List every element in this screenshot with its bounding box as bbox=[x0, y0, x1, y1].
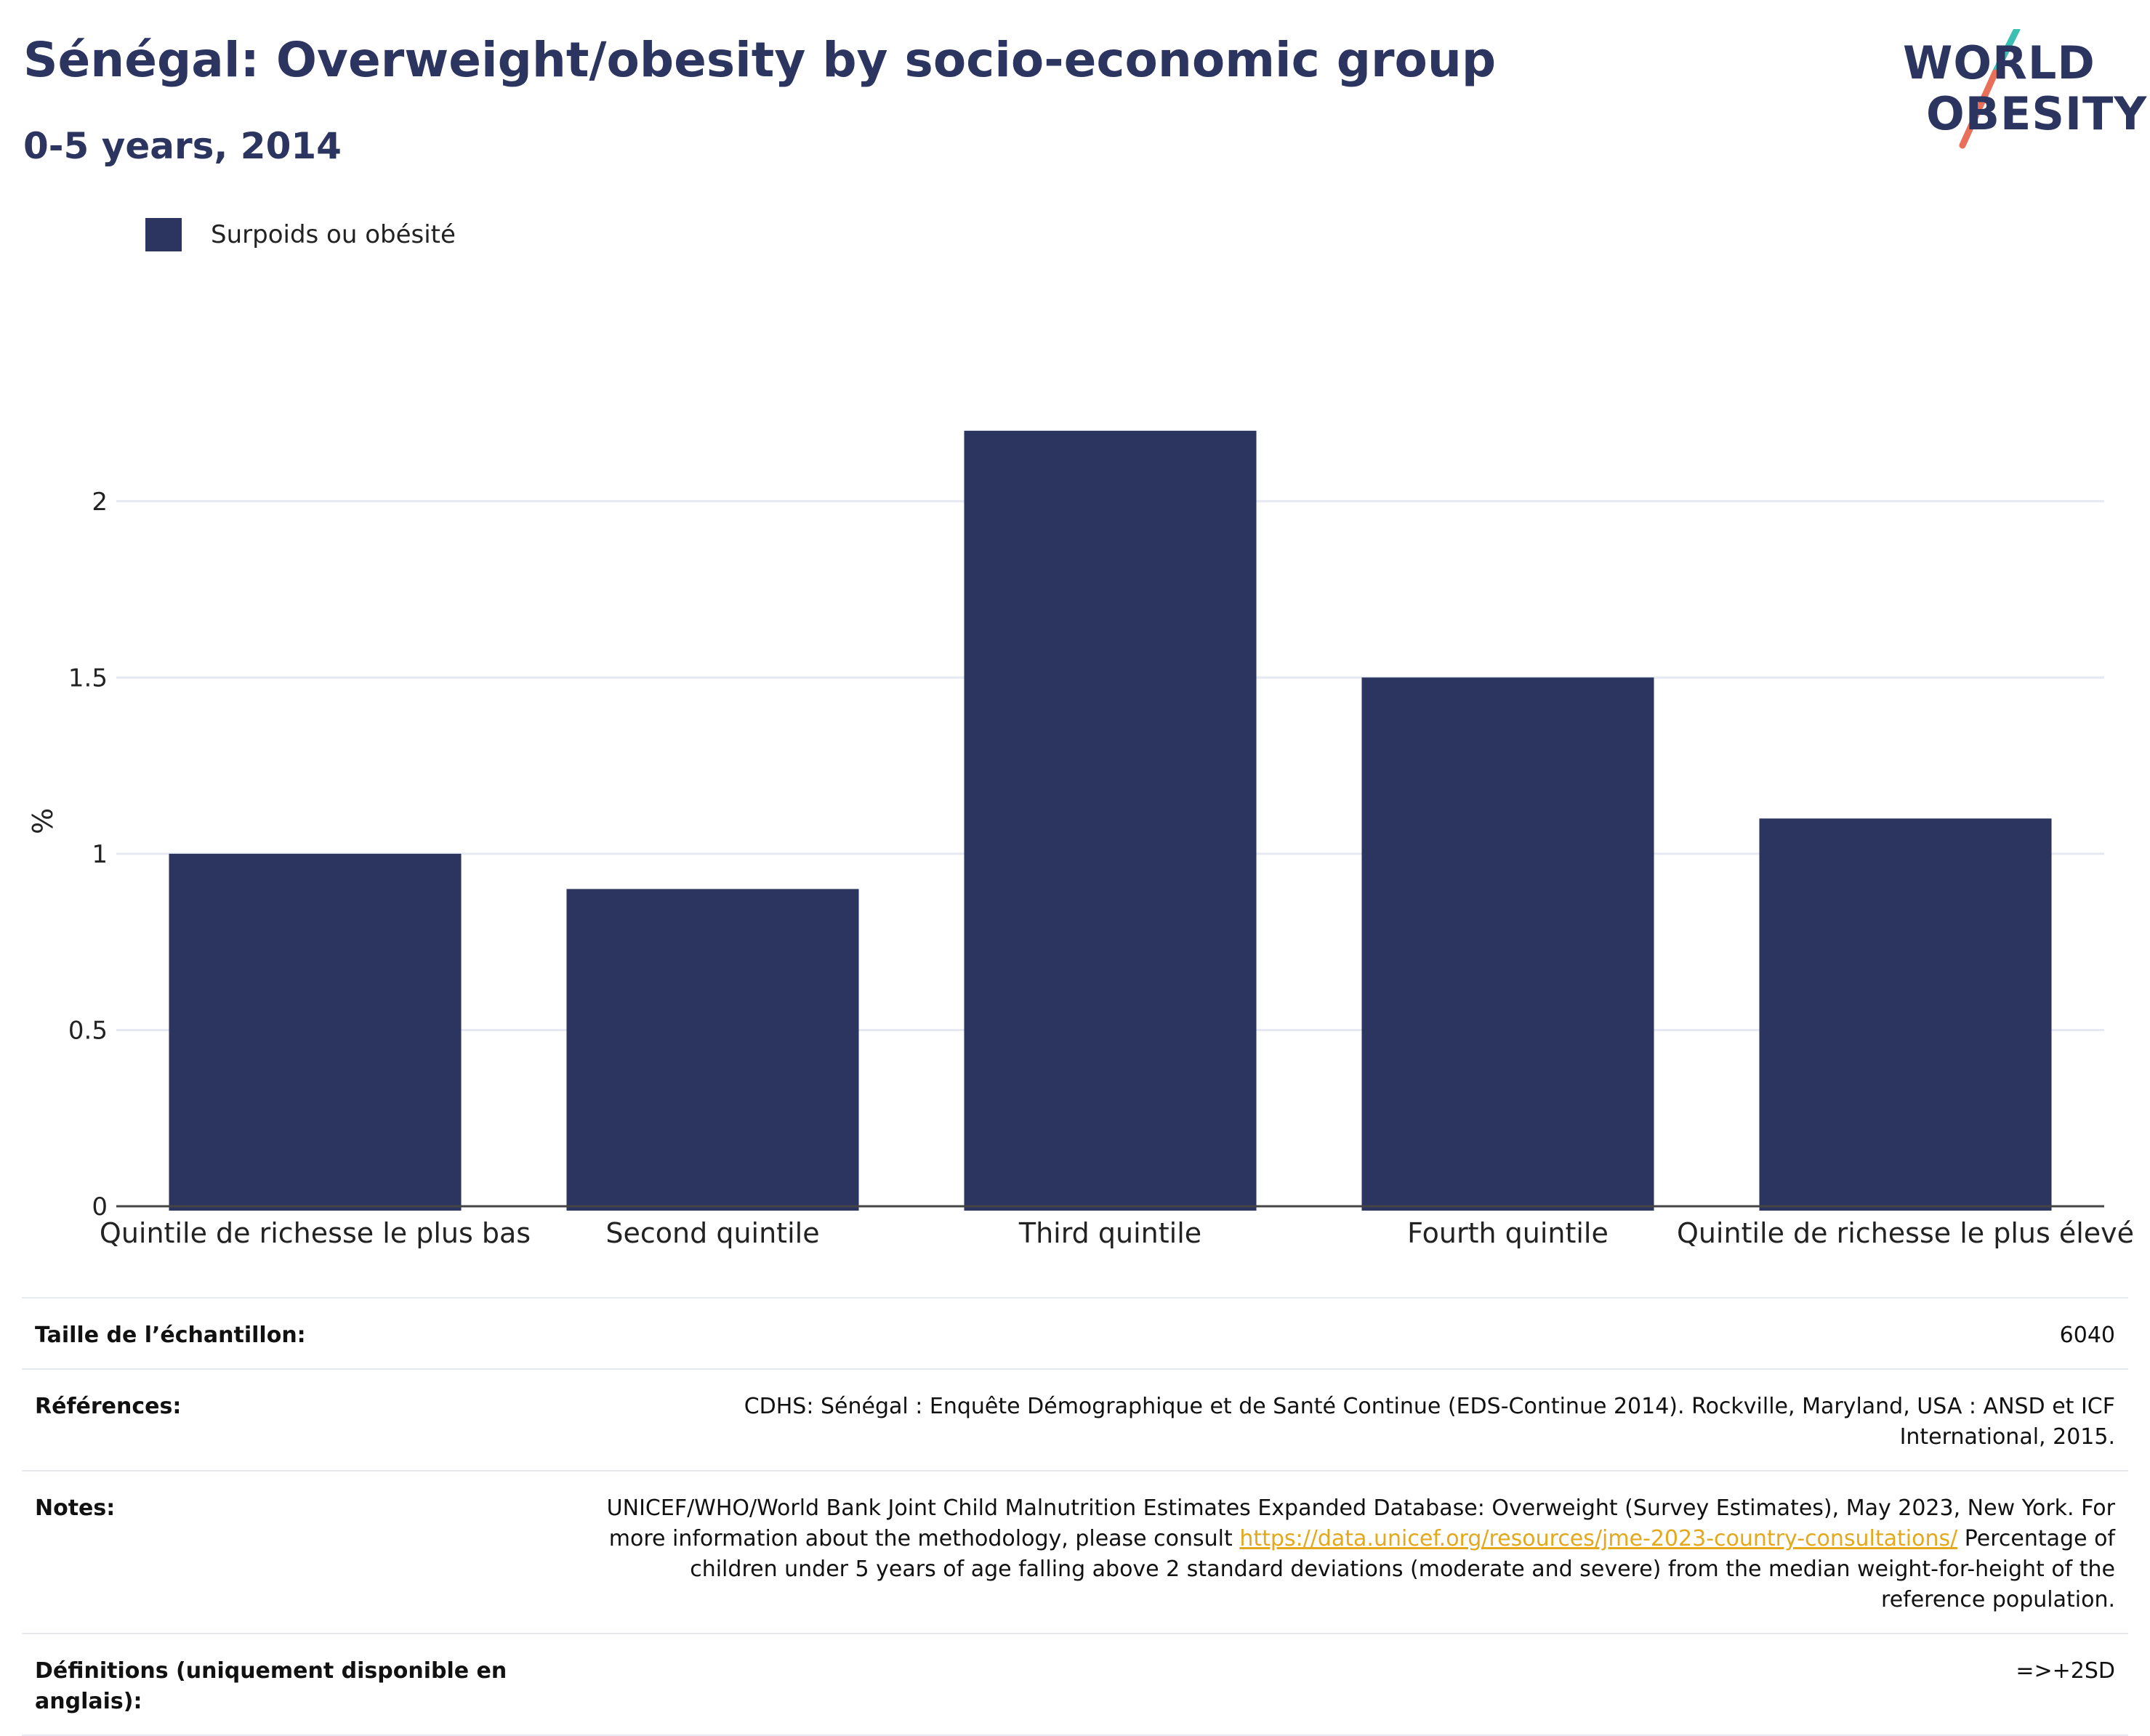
sample-size-value: 6040 bbox=[2059, 1323, 2115, 1348]
info-table: Taille de l’échantillon: 6040 Références… bbox=[22, 1297, 2128, 1736]
notes-link[interactable]: https://data.unicef.org/resources/jme-20… bbox=[1239, 1526, 1958, 1551]
notes-value: UNICEF/WHO/World Bank Joint Child Malnut… bbox=[603, 1493, 2115, 1615]
references-value: CDHS: Sénégal : Enquête Démographique et… bbox=[744, 1394, 2115, 1450]
x-tick-label: Quintile de richesse le plus bas bbox=[100, 1217, 531, 1249]
references-label: Références: bbox=[35, 1394, 182, 1419]
y-tick-label: 1.5 bbox=[68, 663, 108, 693]
bar bbox=[566, 889, 859, 1211]
x-tick-label: Quintile de richesse le plus élevé bbox=[1677, 1217, 2134, 1249]
legend-label: Surpoids ou obésité bbox=[211, 220, 456, 249]
notes-row: Notes: UNICEF/WHO/World Bank Joint Child… bbox=[22, 1470, 2128, 1633]
bar bbox=[1759, 818, 2052, 1211]
notes-label: Notes: bbox=[35, 1495, 116, 1521]
x-tick-label: Second quintile bbox=[605, 1217, 819, 1249]
definitions-value: =>+2SD bbox=[2016, 1658, 2115, 1684]
world-obesity-logo: WORLD OBESITY bbox=[1890, 29, 2146, 160]
chart-title: Sénégal: Overweight/obesity by socio-eco… bbox=[23, 32, 1497, 88]
logo-line-2: OBESITY bbox=[1926, 87, 2148, 140]
definitions-row: Définitions (uniquement disponible en an… bbox=[22, 1633, 2128, 1736]
bar bbox=[1361, 677, 1654, 1211]
notes-text-2: Percentage of children under 5 years of … bbox=[690, 1526, 2115, 1612]
legend-swatch bbox=[145, 218, 182, 251]
chart-subtitle: 0-5 years, 2014 bbox=[23, 125, 342, 167]
bar bbox=[169, 853, 462, 1211]
y-axis-title: % bbox=[27, 808, 59, 834]
sample-size-label: Taille de l’échantillon: bbox=[35, 1323, 306, 1348]
y-tick-label: 0 bbox=[92, 1192, 108, 1222]
bar bbox=[964, 430, 1257, 1211]
y-tick-label: 0.5 bbox=[68, 1016, 108, 1045]
y-tick-label: 2 bbox=[92, 488, 108, 517]
x-tick-label: Fourth quintile bbox=[1407, 1217, 1609, 1249]
bar-chart: 0 0.5 1 1.5 2% Quintile de richesse le plus b… bbox=[27, 430, 2134, 1249]
references-row: Références: CDHS: Sénégal : Enquête Démo… bbox=[22, 1368, 2128, 1470]
sample-size-row: Taille de l’échantillon: 6040 bbox=[22, 1297, 2128, 1368]
x-tick-label: Third quintile bbox=[1018, 1217, 1201, 1249]
definitions-label: Définitions (uniquement disponible en an… bbox=[35, 1658, 507, 1714]
logo-line-1: WORLD bbox=[1903, 36, 2095, 89]
y-tick-label: 1 bbox=[92, 840, 108, 869]
notes-text-1: UNICEF/WHO/World Bank Joint Child Malnut… bbox=[606, 1495, 2115, 1551]
logo-slash-icon bbox=[1959, 29, 2021, 149]
chart-legend: Surpoids ou obésité bbox=[145, 218, 456, 251]
